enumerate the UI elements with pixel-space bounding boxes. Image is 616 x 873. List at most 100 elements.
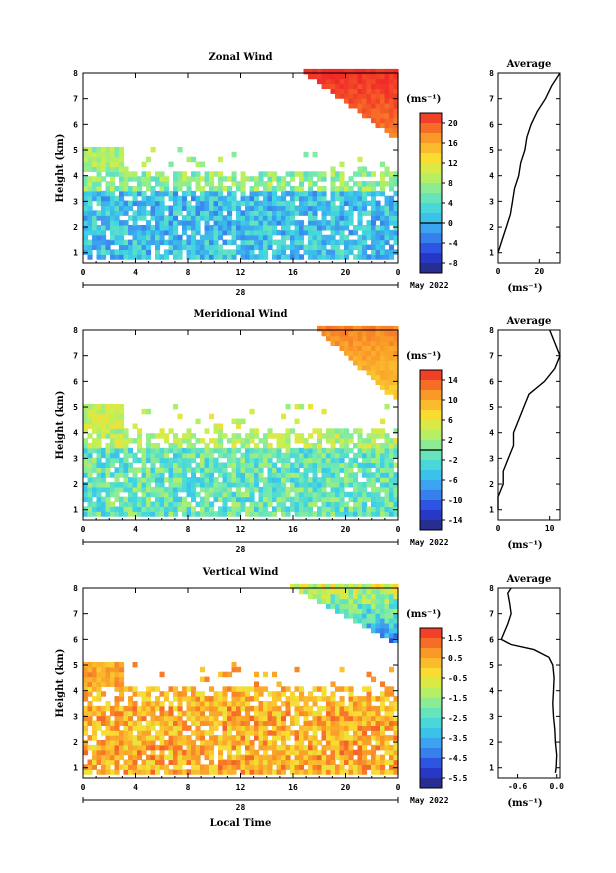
profile-y-tick-label: 3 <box>489 454 494 463</box>
heatmap-cell <box>177 501 183 507</box>
heatmap-cell <box>245 433 251 439</box>
heatmap-cell <box>362 350 368 356</box>
heatmap-cell <box>321 764 327 770</box>
heatmap-cell <box>380 244 386 250</box>
heatmap-cell <box>254 467 260 473</box>
heatmap-cell <box>200 666 206 673</box>
heatmap-cell <box>357 593 363 600</box>
heatmap-cell <box>384 691 390 697</box>
heatmap-cell <box>267 447 273 454</box>
heatmap-cell <box>236 482 242 488</box>
heatmap-cell <box>389 78 395 85</box>
heatmap-cell <box>335 68 341 75</box>
heatmap-cell <box>92 166 98 172</box>
colorbar-segment <box>420 153 442 164</box>
heatmap-cell <box>137 447 143 454</box>
heatmap-cell <box>384 127 390 133</box>
heatmap-cell <box>132 744 138 751</box>
heatmap-cell <box>263 215 269 221</box>
heatmap-cell <box>254 210 260 216</box>
heatmap-cell <box>362 720 368 726</box>
heatmap-cell <box>294 254 300 260</box>
heatmap-cell <box>240 452 246 459</box>
heatmap-cell <box>186 744 192 751</box>
heatmap-cell <box>258 462 264 468</box>
heatmap-cell <box>146 691 152 697</box>
heatmap-cell <box>240 195 246 202</box>
heatmap-cell <box>389 686 395 692</box>
heatmap-cell <box>366 671 372 678</box>
heatmap-cell <box>281 511 287 517</box>
heatmap-cell <box>371 472 377 478</box>
heatmap-cell <box>177 691 183 697</box>
heatmap-cell <box>272 725 278 731</box>
heatmap-cell <box>353 603 359 609</box>
heatmap-cell <box>87 442 93 449</box>
heatmap-cell <box>186 457 192 464</box>
colorbar-segment <box>420 370 442 381</box>
heatmap-cell <box>87 720 93 726</box>
heatmap-cell <box>209 254 215 260</box>
heatmap-cell <box>375 355 381 361</box>
colorbar-segment <box>420 213 442 224</box>
heatmap-cell <box>231 725 237 731</box>
heatmap-cell <box>308 452 314 459</box>
heatmap-cell <box>195 725 201 731</box>
heatmap-cell <box>366 715 372 722</box>
heatmap-cell <box>200 438 206 444</box>
heatmap-cell <box>326 200 332 207</box>
heatmap-cell <box>132 467 138 473</box>
heatmap-cell <box>218 769 224 775</box>
heatmap-cell <box>317 506 323 512</box>
heatmap-cell <box>141 696 147 702</box>
heatmap-cell <box>218 462 224 468</box>
heatmap-cell <box>272 195 278 202</box>
heatmap-cell <box>267 225 273 231</box>
heatmap-cell <box>335 735 341 741</box>
heatmap-cell <box>227 735 233 741</box>
heatmap-cell <box>348 720 354 726</box>
heatmap-cell <box>258 176 264 182</box>
heatmap-cell <box>393 374 399 381</box>
heatmap-cell <box>389 715 395 722</box>
heatmap-cell <box>335 176 341 182</box>
heatmap-cell <box>326 225 332 231</box>
heatmap-cell <box>321 754 327 761</box>
heatmap-cell <box>344 195 350 202</box>
heatmap-cell <box>380 249 386 255</box>
heatmap-cell <box>389 744 395 751</box>
heatmap-cell <box>357 769 363 775</box>
heatmap-cell <box>236 666 242 673</box>
heatmap-cell <box>357 759 363 765</box>
heatmap-cell <box>267 486 273 493</box>
heatmap-cell <box>177 496 183 503</box>
heatmap-cell <box>389 364 395 371</box>
heatmap-cell <box>155 730 161 736</box>
heatmap-cell <box>326 83 332 90</box>
heatmap-cell <box>375 603 381 609</box>
heatmap-cell <box>389 176 395 182</box>
heatmap-cell <box>200 705 206 712</box>
heatmap-cell <box>168 705 174 712</box>
heatmap-cell <box>317 200 323 207</box>
heatmap-cell <box>209 452 215 459</box>
heatmap-cell <box>249 195 255 202</box>
heatmap-cell <box>114 744 120 751</box>
heatmap-cell <box>146 759 152 765</box>
heatmap-cell <box>371 220 377 226</box>
heatmap-cell <box>393 603 399 609</box>
heatmap-cell <box>272 171 278 177</box>
heatmap-cell <box>119 730 125 736</box>
heatmap-cell <box>362 112 368 119</box>
heatmap-cell <box>267 171 273 177</box>
heatmap-cell <box>173 744 179 751</box>
heatmap-cell <box>258 244 264 250</box>
colorbar-segment <box>420 450 442 461</box>
heatmap-cell <box>240 472 246 478</box>
heatmap-cell <box>357 447 363 454</box>
heatmap-cell <box>159 452 165 459</box>
heatmap-cell <box>204 205 210 211</box>
heatmap-cell <box>321 735 327 741</box>
heatmap-cell <box>96 185 102 192</box>
heatmap-cell <box>290 472 296 478</box>
